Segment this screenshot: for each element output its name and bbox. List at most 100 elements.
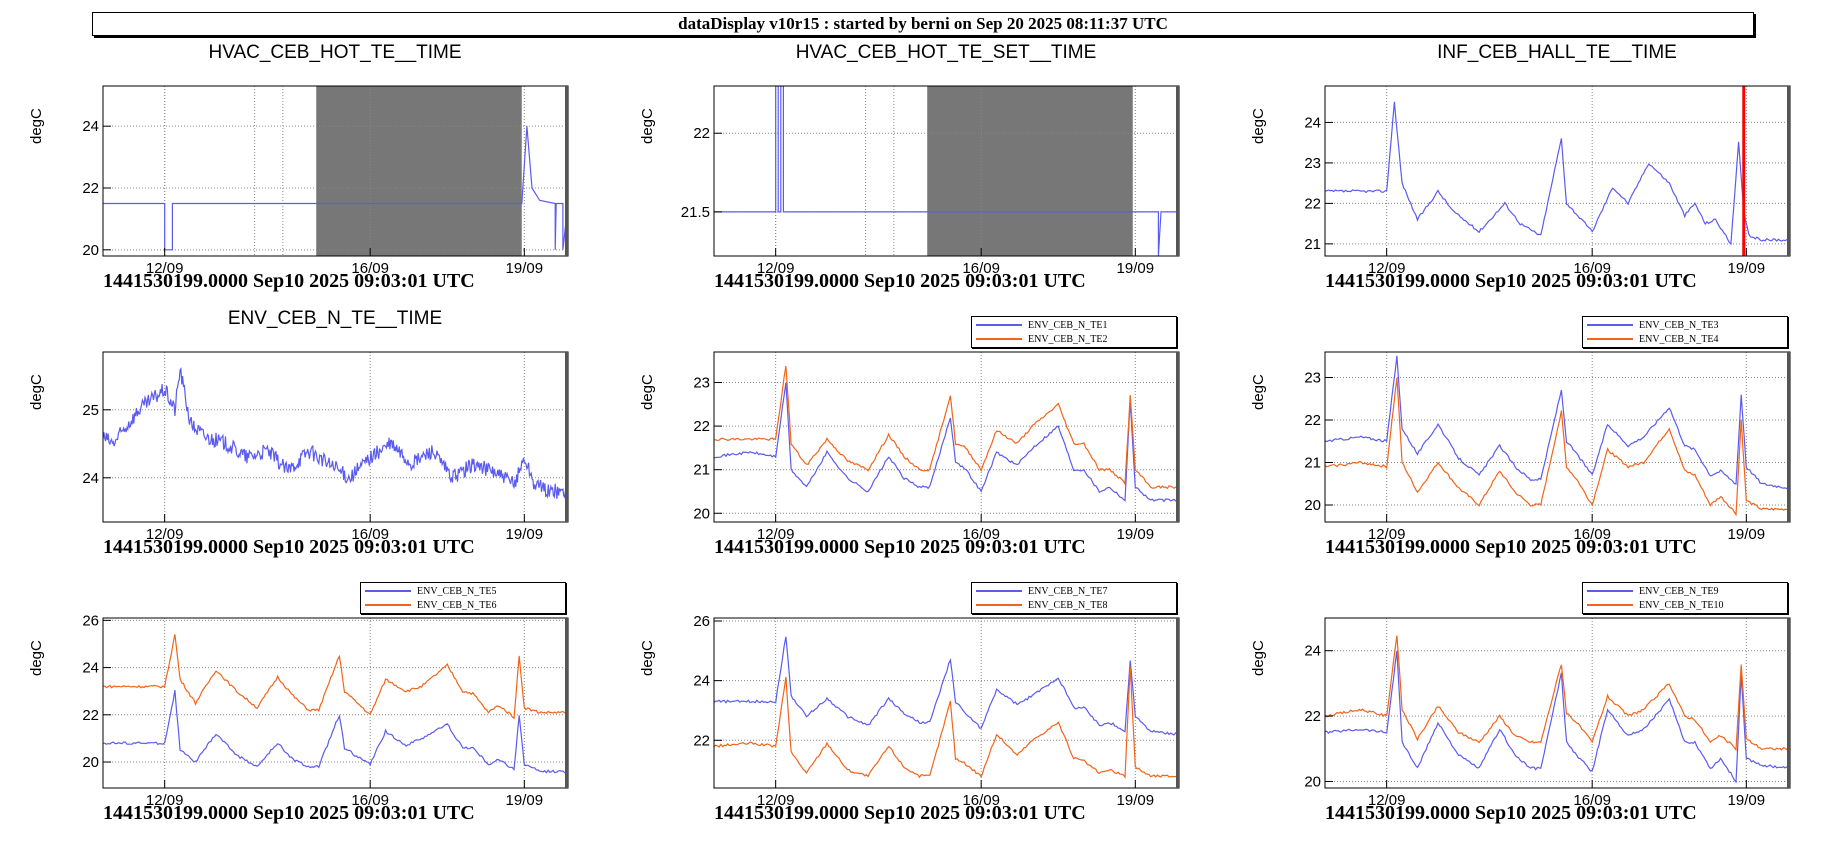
y-axis-label: degC (639, 374, 656, 410)
plot-edge (565, 86, 568, 256)
plot-edge (1787, 618, 1790, 788)
legend-entry: ENV_CEB_N_TE3 (1587, 318, 1783, 332)
legend-swatch (976, 590, 1022, 592)
chart-legend: ENV_CEB_N_TE9 ENV_CEB_N_TE10 (1582, 582, 1788, 614)
plot-edge (1176, 352, 1179, 522)
legend-entry: ENV_CEB_N_TE8 (976, 598, 1172, 612)
y-tick-label: 20 (1304, 773, 1321, 790)
y-tick-label: 24 (82, 660, 99, 677)
panel-title: ENV_CEB_N_TE__TIME (227, 308, 443, 329)
y-axis-label: degC (639, 640, 656, 676)
chart-panel: 22 24 26 12/09 16/09 19/09 degC 1441530199.0000… (611, 576, 1222, 842)
y-tick-label: 22 (693, 125, 710, 142)
plot-edge (565, 352, 568, 522)
legend-entry: ENV_CEB_N_TE4 (1587, 332, 1783, 346)
series-line (103, 366, 568, 500)
chart-panel: 24 25 12/09 16/09 19/09 ENV_CEB_N_TE__TIME deg… (0, 308, 611, 576)
y-tick-label: 21 (1304, 455, 1321, 472)
y-tick-label: 21.5 (681, 204, 710, 221)
panel-title: INF_CEB_HALL_TE__TIME (1437, 42, 1677, 63)
chart-panel: 20 21 22 23 12/09 16/09 19/09 degC 1441530199.00… (1222, 310, 1833, 576)
panel-title: HVAC_CEB_HOT_TE__TIME (208, 42, 462, 63)
x-tick-label: 16/09 (351, 526, 389, 543)
y-tick-label: 23 (1304, 370, 1321, 387)
series-line (1325, 101, 1790, 246)
legend-swatch (976, 324, 1022, 326)
legend-entry: ENV_CEB_N_TE7 (976, 584, 1172, 598)
legend-label: ENV_CEB_N_TE7 (1028, 585, 1108, 597)
chart-legend: ENV_CEB_N_TE7 ENV_CEB_N_TE8 (971, 582, 1177, 614)
legend-label: ENV_CEB_N_TE10 (1639, 599, 1724, 611)
y-tick-label: 20 (82, 242, 99, 259)
legend-label: ENV_CEB_N_TE6 (417, 599, 497, 611)
x-tick-label: 19/09 (1728, 526, 1766, 543)
legend-label: ENV_CEB_N_TE3 (1639, 319, 1719, 331)
panel-timestamp: 1441530199.0000 Sep10 2025 09:03:01 UTC (714, 536, 1086, 558)
shaded-region (316, 86, 522, 256)
y-tick-label: 20 (82, 754, 99, 771)
plot-edge (1176, 86, 1179, 256)
x-tick-label: 19/09 (506, 792, 544, 809)
y-tick-label: 21 (1304, 236, 1321, 253)
chart-svg: 20 22 24 12/09 16/09 19/09 (82, 85, 569, 277)
panel-timestamp: 1441530199.0000 Sep10 2025 09:03:01 UTC (103, 270, 475, 292)
y-axis-label: degC (28, 108, 45, 144)
y-tick-label: 22 (82, 180, 99, 197)
x-tick-label: 12/09 (1368, 792, 1406, 809)
y-tick-label: 20 (1304, 497, 1321, 514)
chart-svg: 24 25 12/09 16/09 19/09 (82, 351, 569, 543)
plot-frame (1324, 617, 1791, 789)
plot-frame (713, 617, 1180, 789)
series-line (1325, 650, 1790, 784)
series-line (714, 366, 1179, 490)
series-line (1325, 635, 1790, 752)
y-tick-label: 24 (1304, 643, 1321, 660)
y-axis-label: degC (639, 108, 656, 144)
y-tick-label: 25 (82, 402, 99, 419)
y-axis-label: degC (1250, 108, 1267, 144)
chart-legend: ENV_CEB_N_TE5 ENV_CEB_N_TE6 (360, 582, 566, 614)
legend-entry: ENV_CEB_N_TE9 (1587, 584, 1783, 598)
y-tick-label: 22 (1304, 195, 1321, 212)
y-tick-label: 24 (82, 118, 99, 135)
x-tick-label: 12/09 (1368, 526, 1406, 543)
x-tick-label: 19/09 (506, 260, 544, 277)
x-tick-label: 19/09 (1117, 526, 1155, 543)
y-tick-label: 26 (82, 612, 99, 629)
legend-swatch (1587, 590, 1633, 592)
legend-label: ENV_CEB_N_TE5 (417, 585, 497, 597)
legend-swatch (976, 604, 1022, 606)
panel-timestamp: 1441530199.0000 Sep10 2025 09:03:01 UTC (103, 802, 475, 824)
chart-panel: 20 22 24 12/09 16/09 19/09 HVAC_CEB_HOT_TE__TI… (0, 42, 611, 310)
x-tick-label: 19/09 (1117, 792, 1155, 809)
x-tick-label: 16/09 (1573, 792, 1611, 809)
y-tick-label: 24 (82, 470, 99, 487)
x-tick-label: 19/09 (506, 526, 544, 543)
y-axis-label: degC (1250, 640, 1267, 676)
series-line (714, 382, 1179, 503)
x-tick-label: 16/09 (962, 526, 1000, 543)
legend-label: ENV_CEB_N_TE4 (1639, 333, 1719, 345)
chart-svg: 21.5 22 12/09 16/09 19/09 (681, 85, 1180, 277)
series-line (103, 690, 568, 774)
x-tick-label: 16/09 (962, 792, 1000, 809)
legend-swatch (365, 604, 411, 606)
series-line (714, 636, 1179, 736)
y-tick-label: 24 (693, 673, 710, 690)
chart-legend: ENV_CEB_N_TE1 ENV_CEB_N_TE2 (971, 316, 1177, 348)
x-tick-label: 12/09 (146, 792, 184, 809)
legend-swatch (1587, 324, 1633, 326)
x-tick-label: 16/09 (351, 792, 389, 809)
y-tick-label: 22 (82, 707, 99, 724)
chart-svg: 22 24 26 12/09 16/09 19/09 (693, 613, 1180, 809)
chart-svg: 20 21 22 23 12/09 16/09 19/09 (693, 351, 1180, 543)
display-header: dataDisplay v10r15 : started by berni on… (92, 12, 1754, 36)
legend-entry: ENV_CEB_N_TE5 (365, 584, 561, 598)
x-tick-label: 12/09 (757, 792, 795, 809)
panel-timestamp: 1441530199.0000 Sep10 2025 09:03:01 UTC (714, 270, 1086, 292)
panel-timestamp: 1441530199.0000 Sep10 2025 09:03:01 UTC (103, 536, 475, 558)
y-tick-label: 26 (693, 613, 710, 630)
x-tick-label: 16/09 (351, 260, 389, 277)
y-axis-label: degC (1250, 374, 1267, 410)
